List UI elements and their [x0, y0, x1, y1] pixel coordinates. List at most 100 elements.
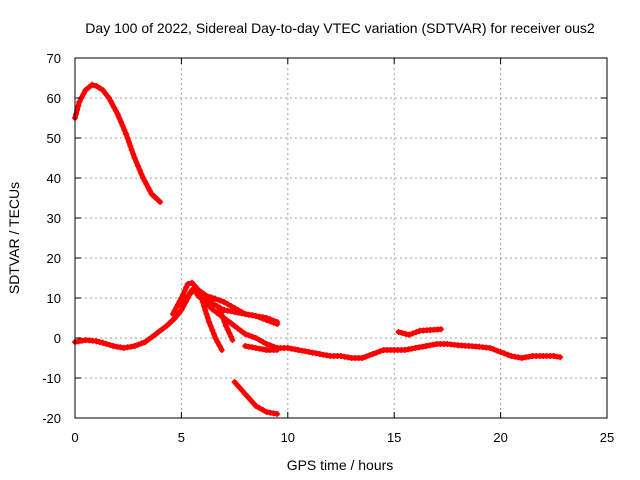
data-point: [189, 287, 195, 293]
data-point: [209, 327, 216, 333]
data-point: [221, 319, 228, 325]
data-point: [302, 348, 309, 355]
y-tick-label: -10: [42, 371, 61, 386]
data-point: [202, 307, 209, 313]
data-point: [515, 354, 522, 361]
y-axis-label: SDTVAR / TECUs: [6, 182, 22, 294]
data-point: [156, 328, 163, 335]
data-point: [252, 313, 259, 319]
data-point: [490, 346, 497, 353]
data-point: [236, 385, 243, 391]
x-tick-label: 25: [600, 430, 614, 445]
data-point: [373, 349, 380, 356]
data-point: [216, 307, 223, 313]
data-point: [224, 326, 231, 333]
data-point: [80, 91, 87, 97]
data-point: [231, 379, 238, 385]
data-point: [109, 101, 116, 108]
data-point: [99, 339, 106, 346]
data-point: [138, 171, 145, 177]
data-point: [118, 119, 124, 125]
data-series: [72, 81, 564, 417]
x-tick-label: 0: [71, 430, 78, 445]
data-point: [123, 131, 130, 137]
data-point: [206, 319, 213, 325]
x-tick-label: 5: [178, 430, 185, 445]
data-point: [207, 323, 214, 329]
data-point: [207, 304, 214, 311]
data-point: [249, 344, 256, 351]
data-point: [228, 320, 235, 327]
data-point: [218, 311, 225, 317]
series-late-arc: [395, 326, 444, 338]
data-point: [135, 341, 142, 348]
data-point: [263, 341, 270, 347]
series-drop-a: [199, 299, 225, 353]
data-point: [242, 391, 249, 397]
data-point: [401, 347, 408, 353]
data-point: [263, 409, 270, 415]
data-point: [409, 330, 416, 337]
series-hump-mid: [178, 287, 281, 327]
data-point: [494, 347, 501, 354]
data-point: [504, 351, 511, 358]
data-point: [274, 321, 281, 327]
y-tick-label: 10: [47, 291, 61, 306]
data-point: [270, 319, 277, 326]
data-point: [256, 405, 263, 411]
data-point: [238, 328, 245, 335]
data-point: [93, 83, 100, 89]
data-point: [323, 352, 330, 359]
data-point: [138, 340, 145, 347]
data-point: [316, 351, 323, 357]
data-point: [260, 407, 266, 413]
data-point: [419, 343, 426, 350]
data-point: [438, 326, 444, 333]
data-point: [142, 339, 149, 345]
data-point: [180, 299, 187, 306]
x-tick-label: 15: [387, 430, 401, 445]
data-point: [284, 345, 291, 351]
data-point: [210, 307, 217, 313]
y-tick-label: 40: [47, 171, 61, 186]
data-point: [250, 400, 257, 406]
data-point: [508, 353, 515, 359]
data-point: [111, 104, 118, 111]
data-point: [189, 279, 195, 286]
data-point: [73, 111, 80, 117]
data-point: [223, 323, 230, 329]
data-point: [406, 331, 413, 338]
data-point: [171, 307, 178, 314]
data-point: [106, 341, 113, 348]
data-point: [216, 297, 223, 304]
data-point: [173, 304, 180, 311]
grid: [75, 58, 607, 418]
data-point: [212, 295, 219, 302]
data-point: [242, 311, 249, 317]
data-point: [249, 333, 256, 340]
data-point: [231, 323, 238, 329]
data-point: [114, 111, 121, 117]
data-point: [412, 345, 419, 351]
data-point: [408, 345, 415, 352]
data-point: [242, 343, 249, 349]
data-point: [131, 343, 138, 349]
data-point: [210, 331, 217, 337]
data-point: [183, 284, 190, 291]
data-point: [260, 339, 266, 345]
data-point: [119, 123, 126, 129]
data-point: [214, 339, 221, 345]
data-point: [260, 346, 266, 353]
data-point: [256, 314, 263, 321]
data-point: [149, 333, 156, 340]
data-point: [184, 281, 191, 287]
data-point: [252, 335, 259, 341]
axes: [74, 57, 608, 419]
data-point: [518, 355, 525, 361]
x-axis-label: GPS time / hours: [287, 457, 394, 473]
data-point: [228, 308, 235, 315]
data-point: [267, 318, 274, 325]
data-point: [124, 135, 131, 141]
data-point: [110, 343, 117, 349]
